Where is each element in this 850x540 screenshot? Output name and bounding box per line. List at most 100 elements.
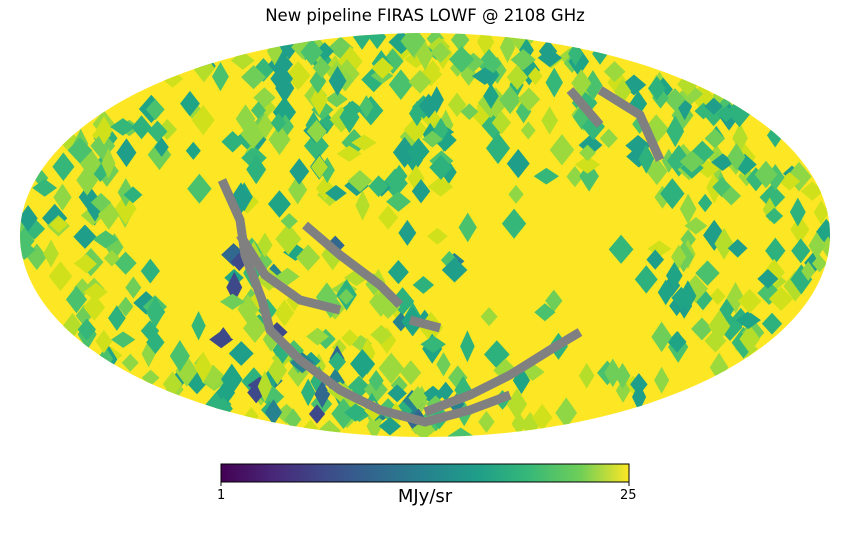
- map-pixel: [241, 65, 266, 90]
- map-pixel: [737, 288, 762, 314]
- map-pixel: [78, 183, 98, 211]
- map-pixel: [517, 87, 541, 112]
- map-pixel: [347, 375, 371, 399]
- map-pixel: [267, 190, 291, 218]
- map-pixel: [328, 351, 347, 372]
- map-pixel: [629, 90, 648, 117]
- map-pixel: [378, 352, 404, 384]
- map-pixel: [296, 244, 321, 271]
- map-pixel: [783, 270, 808, 302]
- map-pixel: [427, 111, 443, 136]
- map-pixel: [436, 352, 451, 377]
- map-pixel: [387, 384, 407, 403]
- map-pixel: [416, 40, 433, 71]
- map-pixel: [300, 38, 323, 66]
- map-pixel: [574, 155, 601, 174]
- map-pixel: [592, 42, 608, 65]
- map-pixel: [460, 330, 475, 363]
- map-pixel: [289, 158, 310, 185]
- map-pixel: [422, 130, 443, 148]
- map-pixel: [735, 311, 761, 330]
- colorbar-max-label: 25: [620, 488, 637, 503]
- map-pixel: [90, 192, 112, 213]
- map-pixel: [219, 293, 246, 310]
- map-pixel: [519, 38, 534, 62]
- map-pixel: [646, 249, 665, 270]
- map-pixel: [555, 397, 578, 429]
- map-pixel: [532, 404, 553, 431]
- map-pixel: [491, 110, 512, 135]
- map-pixel: [108, 305, 126, 331]
- map-pixel: [146, 330, 165, 355]
- map-pixel: [300, 378, 316, 407]
- map-pixel: [257, 232, 273, 258]
- map-pixel: [579, 144, 596, 162]
- map-pixel: [95, 116, 113, 145]
- map-pixel: [515, 99, 532, 124]
- map-pixel: [368, 175, 389, 198]
- map-pixel: [92, 230, 119, 249]
- map-pixel: [632, 382, 647, 412]
- map-pixel: [368, 369, 384, 392]
- map-pixel: [331, 398, 356, 430]
- map-pixel: [679, 193, 697, 225]
- map-pixel: [83, 293, 106, 321]
- map-pixel: [411, 419, 437, 437]
- map-pixel: [387, 260, 409, 285]
- map-pixel: [131, 115, 152, 140]
- map-pixel: [634, 265, 658, 294]
- map-pixel: [448, 45, 475, 73]
- map-pixel: [211, 61, 229, 92]
- map-pixel: [441, 257, 468, 283]
- map-pixel: [757, 269, 779, 289]
- map-pixel: [194, 351, 213, 383]
- map-pixel: [541, 106, 559, 135]
- map-pixel: [732, 153, 757, 176]
- map-pixel: [110, 118, 136, 136]
- map-pixel: [306, 119, 327, 143]
- map-pixel: [450, 33, 470, 52]
- map-pixel: [447, 427, 474, 437]
- map-pixel: [599, 128, 618, 149]
- map-pixel: [309, 68, 327, 94]
- map-pixel: [789, 197, 806, 227]
- map-pixel: [545, 289, 563, 312]
- map-pixel: [274, 299, 295, 327]
- map-pixel: [407, 138, 430, 165]
- map-pixel: [820, 236, 830, 259]
- map-pixel: [408, 385, 428, 410]
- map-pixel: [533, 167, 560, 185]
- colorbar-unit-label: MJy/sr: [397, 486, 453, 507]
- map-pixel: [571, 69, 592, 98]
- map-pixel: [791, 238, 811, 264]
- map-pixel: [284, 408, 302, 431]
- map-pixel: [766, 123, 784, 148]
- map-pixel: [43, 239, 59, 268]
- map-pixel: [695, 260, 720, 286]
- map-pixel: [732, 122, 748, 154]
- map-pixel: [511, 411, 527, 436]
- map-pixel: [704, 329, 727, 353]
- map-pixel: [116, 138, 137, 168]
- map-pixel: [786, 161, 812, 192]
- map-pixel: [684, 217, 708, 235]
- map-pixel: [704, 97, 723, 115]
- map-pixel: [693, 287, 713, 311]
- missing-data-stripe: [236, 232, 342, 315]
- map-pixel: [398, 219, 417, 246]
- map-pixel: [506, 149, 530, 179]
- map-pixel: [691, 317, 713, 341]
- map-pixel: [614, 362, 631, 389]
- map-pixel: [527, 66, 543, 86]
- map-pixel: [103, 249, 120, 267]
- map-pixel: [458, 212, 477, 243]
- map-pixel: [487, 56, 507, 84]
- map-pixel: [338, 288, 354, 305]
- map-pixel: [95, 329, 113, 354]
- map-pixel: [321, 239, 345, 271]
- map-pixel: [73, 224, 97, 249]
- map-pixel: [235, 104, 256, 134]
- map-pixel: [400, 360, 422, 385]
- map-pixel: [607, 68, 628, 97]
